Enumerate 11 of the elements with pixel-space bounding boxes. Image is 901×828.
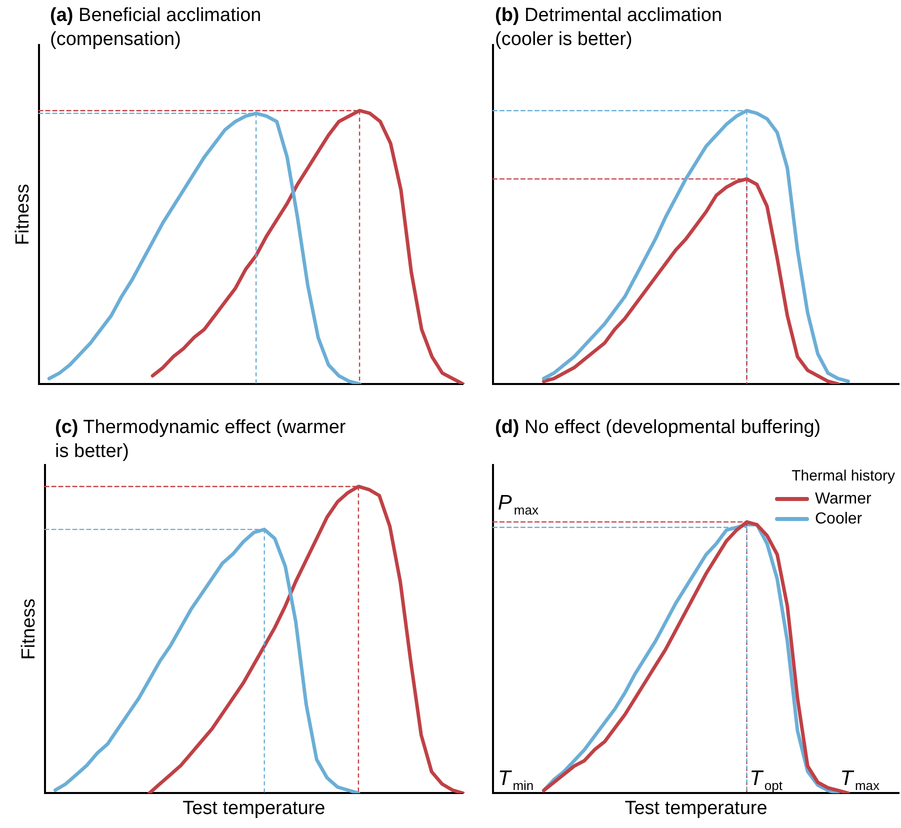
x-axis-title: Test temperature <box>624 798 768 819</box>
x-axis-title: Test temperature <box>182 798 326 819</box>
legend-title: Thermal history <box>792 468 896 485</box>
y-axis-title: Fitness <box>12 184 34 246</box>
chart-title: (c) Thermodynamic effect (warmer is better) <box>55 416 347 464</box>
chart-title: (a) Beneficial acclimation (compensation) <box>50 4 262 52</box>
legend-label: Cooler <box>815 510 863 528</box>
chart-title: (b) Detrimental acclimation (cooler is better) <box>495 4 724 52</box>
chart-title: (d) No effect (developmental buffering) <box>495 416 822 440</box>
y-axis-title: Fitness <box>18 598 40 660</box>
legend-label: Warmer <box>815 490 872 508</box>
